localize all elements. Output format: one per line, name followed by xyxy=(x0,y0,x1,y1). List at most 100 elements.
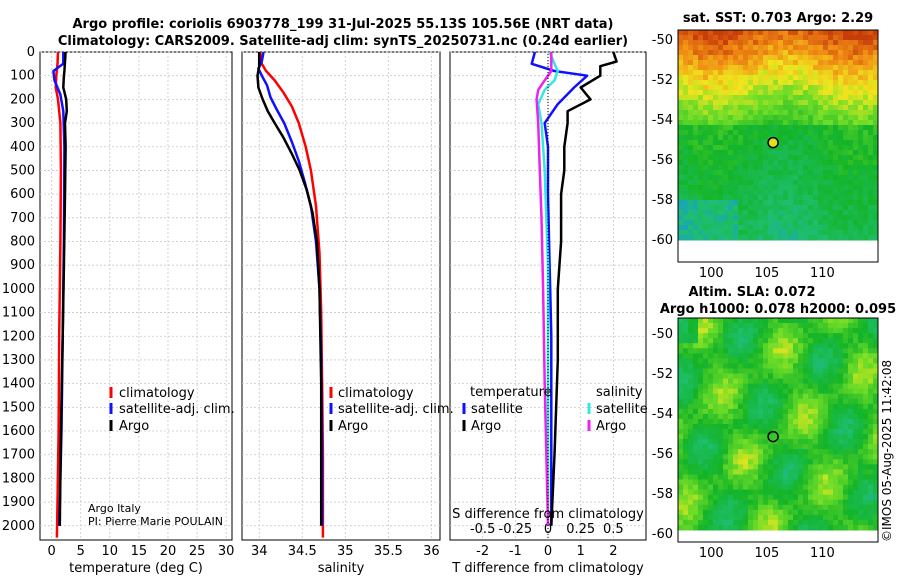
sstmap-cell xyxy=(713,200,719,206)
slamap-cell xyxy=(828,398,834,405)
slamap-cell xyxy=(768,393,774,400)
slamap-cell xyxy=(693,449,699,455)
slamap-cell xyxy=(738,358,744,364)
sstmap-cell xyxy=(803,160,809,166)
slamap-cell xyxy=(703,434,709,440)
slamap-cell xyxy=(743,509,749,516)
slamap-cell xyxy=(833,494,839,501)
slamap-cell xyxy=(733,413,739,420)
sla-map xyxy=(678,318,879,531)
slamap-cell xyxy=(733,499,739,506)
sstmap-cell xyxy=(738,210,744,216)
sstmap-cell xyxy=(733,95,739,101)
slamap-cell xyxy=(813,434,819,440)
sstmap-cell xyxy=(718,215,724,221)
slamap-cell xyxy=(838,454,844,460)
sstmap-cell xyxy=(733,155,739,161)
sstmap-cell xyxy=(748,115,754,121)
slamap-cell xyxy=(703,439,709,445)
sstmap-cell xyxy=(678,130,684,136)
sstmap-cell xyxy=(788,210,794,216)
sstmap-cell xyxy=(773,60,779,66)
sstmap-cell xyxy=(708,30,714,36)
slamap-cell xyxy=(713,323,719,329)
slamap-cell xyxy=(703,318,709,324)
slamap-cell xyxy=(868,504,874,511)
sstmap-cell xyxy=(693,155,699,161)
sstmap-cell xyxy=(848,90,854,96)
sstmap-cell xyxy=(813,220,819,226)
slamap-cell xyxy=(713,388,719,395)
slamap-cell xyxy=(813,363,819,369)
slamap-cell xyxy=(808,333,814,339)
slamap-cell xyxy=(723,368,729,374)
slamap-cell xyxy=(778,323,784,329)
sstmap-cell xyxy=(833,50,839,56)
sstmap-cell xyxy=(838,205,844,211)
slamap-cell xyxy=(868,353,874,359)
sstmap-cell xyxy=(863,190,869,196)
slamap-cell xyxy=(863,424,869,430)
slamap-cell xyxy=(858,479,864,485)
slamap-cell xyxy=(718,393,724,400)
slamap-cell xyxy=(798,419,804,425)
slamap-cell xyxy=(763,434,769,440)
sstmap-cell xyxy=(688,205,694,211)
slamap-cell xyxy=(838,353,844,359)
slamap-cell xyxy=(803,479,809,485)
slamap-cell xyxy=(838,338,844,344)
slamap-cell xyxy=(713,368,719,374)
sstmap-cell xyxy=(738,205,744,211)
slamap-cell xyxy=(803,514,809,521)
slamap-cell xyxy=(803,525,809,531)
sstmap-cell xyxy=(698,100,704,106)
sstmap-cell xyxy=(848,155,854,161)
slamap-cell xyxy=(853,413,859,420)
sstmap-cell xyxy=(868,70,874,76)
slamap-cell xyxy=(783,368,789,374)
slamap-cell xyxy=(843,413,849,420)
slamap-cell xyxy=(858,368,864,374)
slamap-cell xyxy=(793,474,799,480)
slamap-cell xyxy=(868,474,874,480)
slamap-cell xyxy=(848,504,854,511)
slamap-cell xyxy=(703,353,709,359)
slamap-cell xyxy=(783,464,789,470)
slamap-cell xyxy=(748,368,754,374)
slamap-cell xyxy=(758,429,764,435)
sstmap-cell xyxy=(773,45,779,51)
sstmap-cell xyxy=(738,50,744,56)
sstmap-cell xyxy=(693,50,699,56)
slamap-cell xyxy=(758,424,764,430)
slamap-cell xyxy=(788,378,794,385)
sstmap-cell xyxy=(838,185,844,191)
slamap-cell xyxy=(728,464,734,470)
sstmap-cell xyxy=(813,45,819,51)
slamap-cell xyxy=(868,494,874,501)
slamap-cell xyxy=(758,514,764,521)
slamap-cell xyxy=(698,469,704,475)
slamap-cell xyxy=(853,444,859,450)
slamap-cell xyxy=(828,459,834,465)
sstmap-cell xyxy=(683,200,689,206)
slamap-cell xyxy=(773,368,779,374)
sstmap-cell xyxy=(858,65,864,71)
sstmap-cell xyxy=(738,110,744,116)
slamap-cell xyxy=(728,449,734,455)
sstmap-cell xyxy=(808,205,814,211)
slamap-cell xyxy=(758,403,764,410)
slamap-cell xyxy=(768,474,774,480)
sstmap-cell xyxy=(743,205,749,211)
slamap-cell xyxy=(863,408,869,415)
slamap-cell xyxy=(748,353,754,359)
slamap-cell xyxy=(693,378,699,385)
slamap-cell xyxy=(858,454,864,460)
sstmap-cell xyxy=(773,90,779,96)
slamap-cell xyxy=(728,525,734,531)
sstmap-cell xyxy=(848,205,854,211)
slamap-cell xyxy=(743,353,749,359)
slamap-cell xyxy=(778,429,784,435)
slamap-cell xyxy=(793,484,799,491)
slamap-cell xyxy=(803,509,809,516)
sstmap-cell xyxy=(768,85,774,91)
